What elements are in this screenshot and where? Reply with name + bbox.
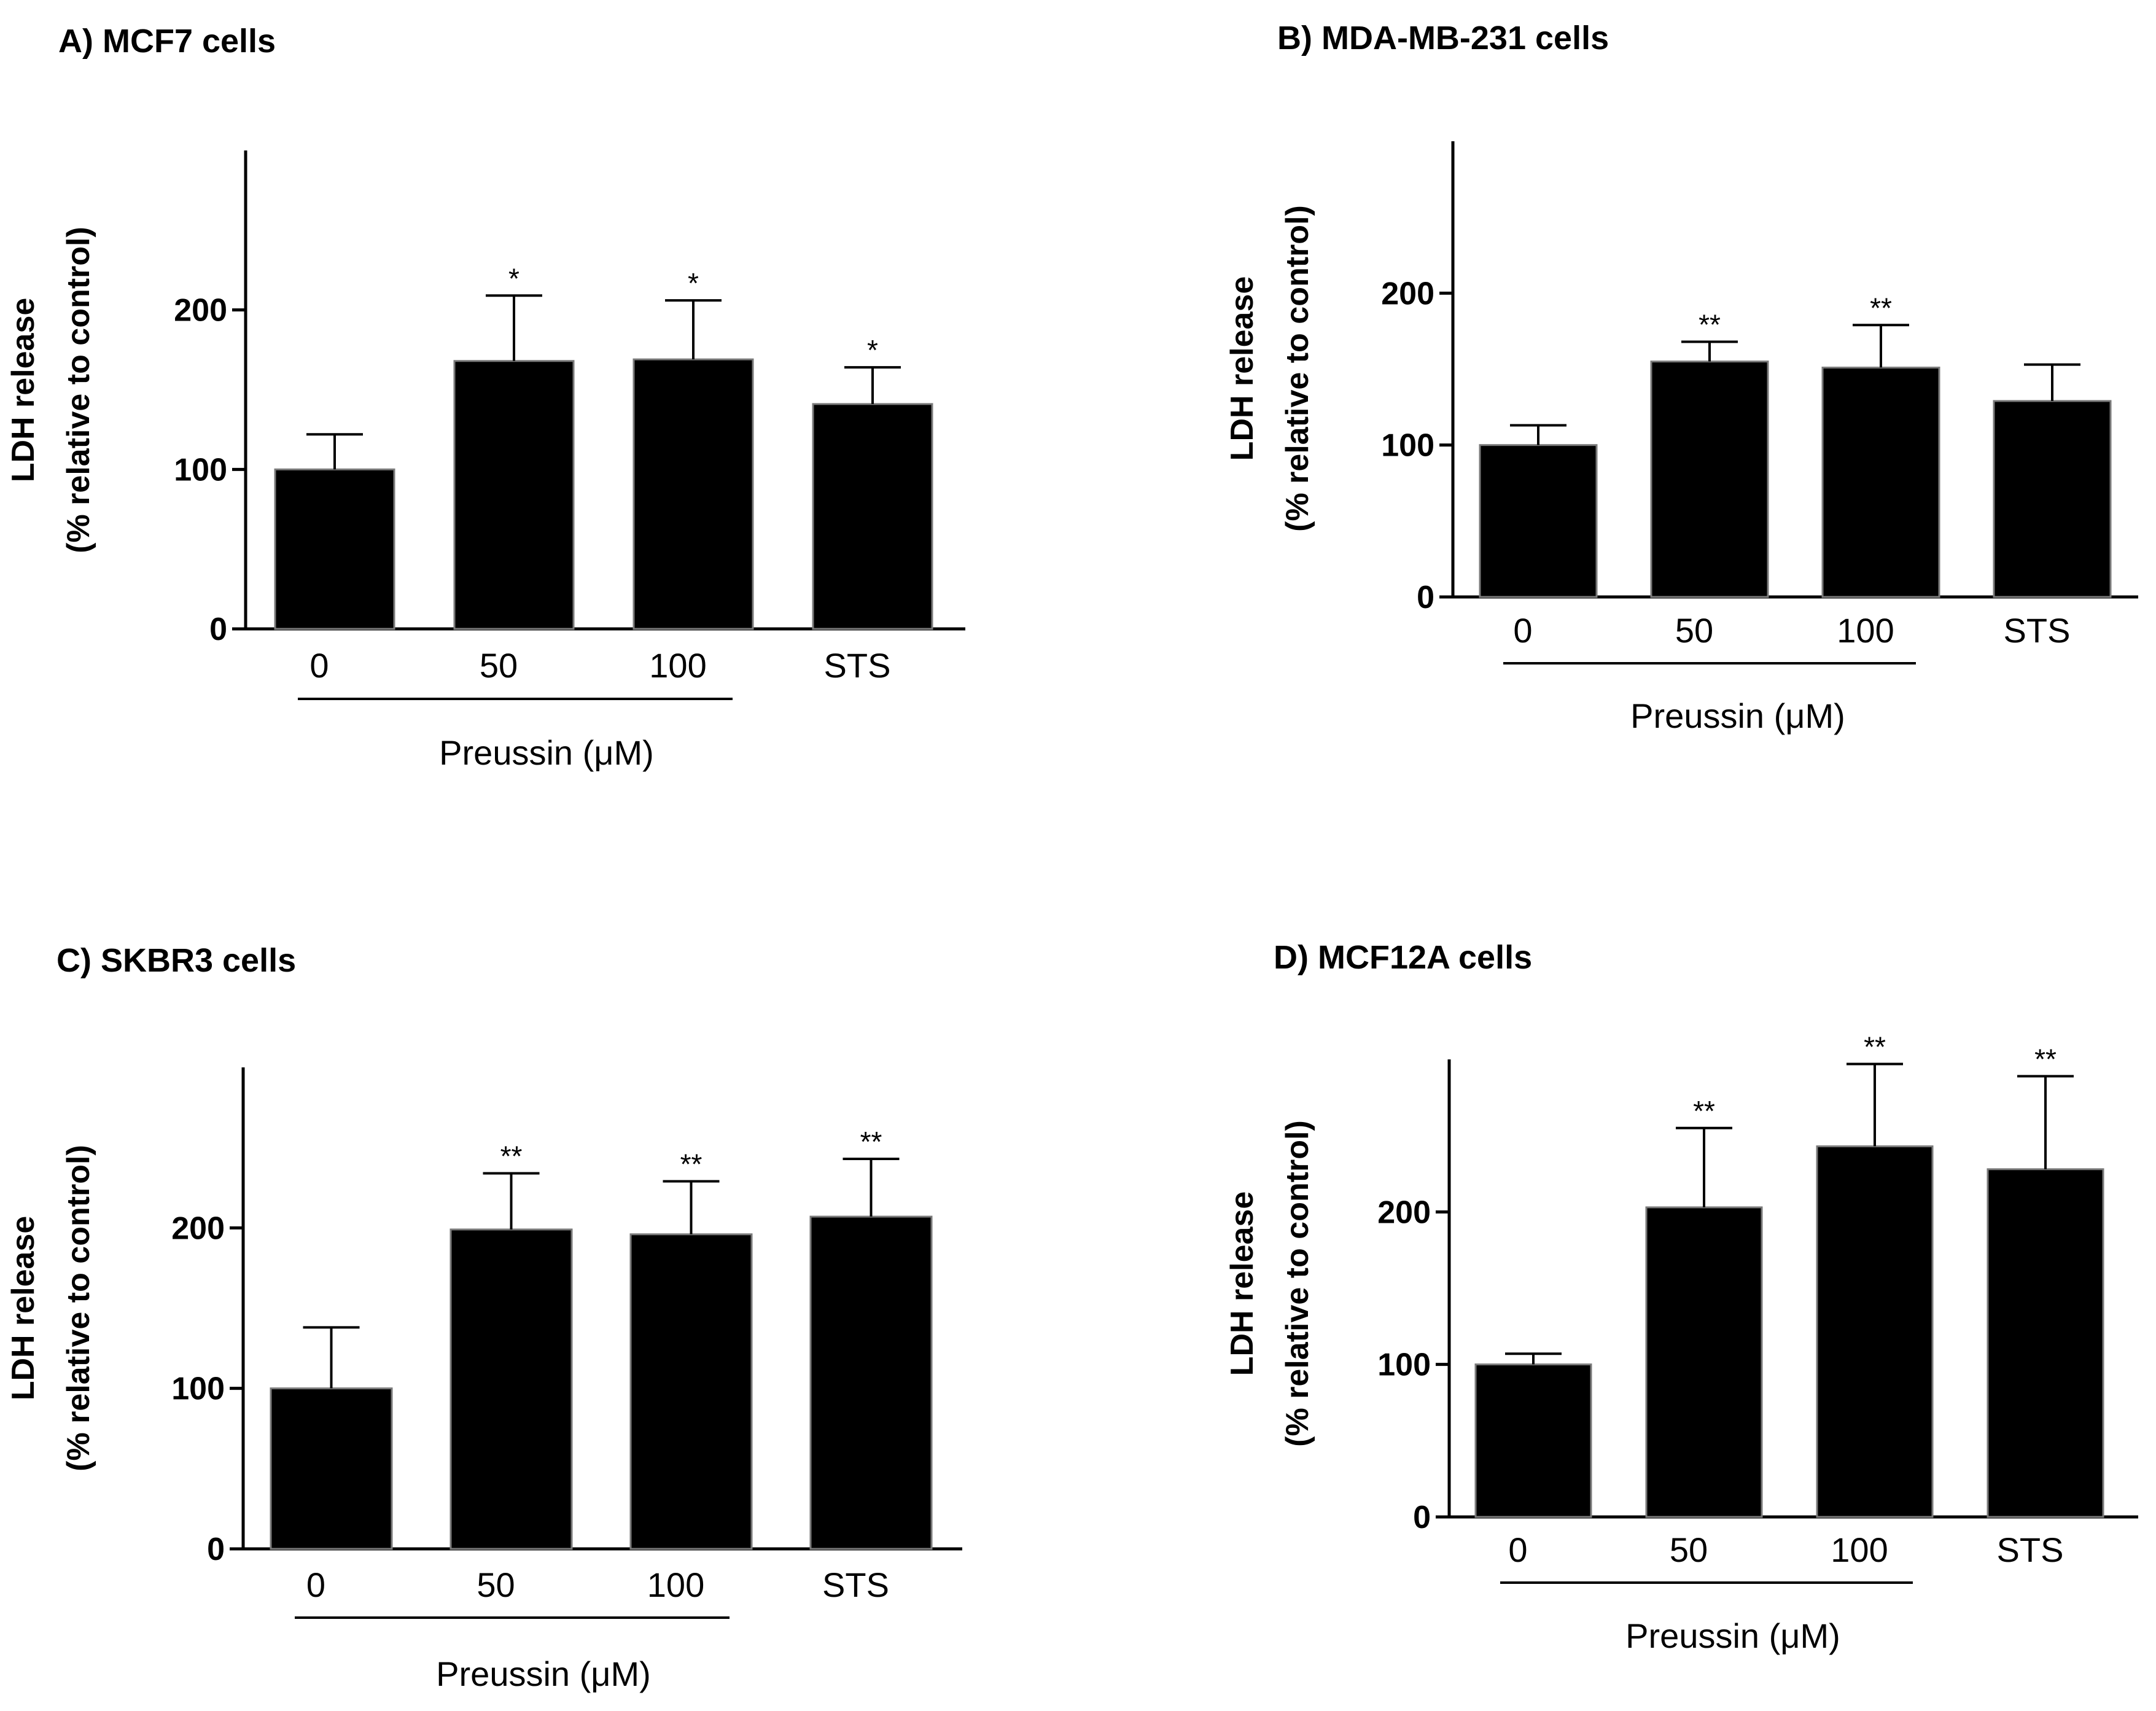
y-tick-label: 200: [1381, 276, 1434, 311]
bar-STS: [809, 1215, 933, 1550]
bar-STS: [1993, 400, 2112, 598]
y-axis-subtitle: (% relative to control): [1280, 205, 1315, 532]
chart-panel-a: A) MCF7 cells 0 100 200 LDH release (% relati…: [6, 23, 965, 772]
bar-100: [1821, 367, 1940, 598]
y-tick-label: 200: [171, 1210, 225, 1246]
y-tick-label: 0: [209, 612, 227, 647]
category-label: 100: [649, 646, 706, 685]
bar-100: [632, 358, 754, 630]
category-label: 100: [1837, 611, 1894, 650]
significance-marker: **: [860, 1126, 882, 1158]
significance-marker: **: [500, 1140, 523, 1172]
significance-marker: **: [1699, 308, 1721, 340]
category-label: 0: [1508, 1530, 1527, 1569]
y-tick-label: 100: [1381, 428, 1434, 464]
chart-panel-d: D) MCF12A cells 0 100 200 LDH release (% rela…: [1224, 939, 2138, 1655]
significance-marker: **: [1870, 292, 1892, 324]
chart-panel-c: C) SKBR3 cells 0 100 200 LDH release (% relat…: [6, 942, 962, 1693]
bar-50: [449, 1228, 573, 1550]
panel-title: B) MDA-MB-231 cells: [1277, 20, 1609, 57]
category-label: 0: [309, 646, 329, 685]
category-label: STS: [822, 1565, 889, 1604]
bar-50: [1650, 361, 1769, 598]
significance-marker: *: [688, 267, 699, 299]
panel-title: D) MCF12A cells: [1274, 939, 1532, 976]
bar-0: [274, 468, 395, 630]
category-label: 50: [1675, 611, 1713, 650]
y-axis-subtitle: (% relative to control): [61, 227, 96, 553]
panel-title: C) SKBR3 cells: [56, 942, 296, 979]
x-axis-title: Preussin (μM): [1630, 696, 1845, 735]
chart-panel-b: B) MDA-MB-231 cells 0 100 200 LDH release (% …: [1224, 20, 2138, 735]
y-axis-title: LDH release: [6, 1216, 41, 1401]
category-label: 100: [1831, 1530, 1888, 1569]
bar-50: [1645, 1206, 1763, 1518]
y-tick-label: 100: [171, 1371, 225, 1407]
y-axis-title: LDH release: [1224, 276, 1260, 461]
bar-50: [453, 360, 575, 630]
y-tick-label: 100: [174, 452, 227, 488]
bar-100: [1816, 1145, 1934, 1518]
category-label: STS: [824, 646, 891, 685]
bar-0: [1474, 1363, 1592, 1518]
category-label: 100: [647, 1565, 704, 1604]
significance-marker: *: [867, 334, 878, 366]
bar-0: [1479, 444, 1598, 598]
significance-marker: **: [2034, 1043, 2057, 1075]
y-tick-label: 100: [1377, 1347, 1431, 1383]
category-label: 0: [1513, 611, 1532, 650]
y-tick-label: 200: [1377, 1195, 1431, 1230]
y-axis-title: LDH release: [1224, 1191, 1260, 1376]
y-tick-label: 0: [207, 1532, 225, 1567]
category-label: STS: [2004, 611, 2071, 650]
category-label: 0: [306, 1565, 325, 1604]
y-axis-subtitle: (% relative to control): [61, 1145, 96, 1471]
panel-title: A) MCF7 cells: [58, 23, 276, 60]
category-label: 50: [480, 646, 518, 685]
y-axis-title: LDH release: [6, 298, 41, 483]
significance-marker: **: [1693, 1095, 1715, 1127]
significance-marker: **: [1864, 1031, 1886, 1062]
significance-marker: *: [508, 262, 520, 294]
significance-marker: **: [680, 1148, 702, 1180]
category-label: 50: [1670, 1530, 1708, 1569]
bar-STS: [1987, 1168, 2104, 1518]
bar-STS: [812, 403, 933, 630]
bar-0: [270, 1387, 393, 1550]
y-tick-label: 0: [1417, 580, 1434, 615]
x-axis-title: Preussin (μM): [439, 733, 654, 772]
x-axis-title: Preussin (μM): [1625, 1616, 1840, 1655]
y-tick-label: 200: [174, 293, 227, 329]
category-label: STS: [1997, 1530, 2064, 1569]
y-tick-label: 0: [1413, 1500, 1431, 1535]
bar-100: [629, 1233, 753, 1550]
x-axis-title: Preussin (μM): [436, 1654, 651, 1693]
y-axis-subtitle: (% relative to control): [1280, 1120, 1315, 1447]
category-label: 50: [477, 1565, 515, 1604]
